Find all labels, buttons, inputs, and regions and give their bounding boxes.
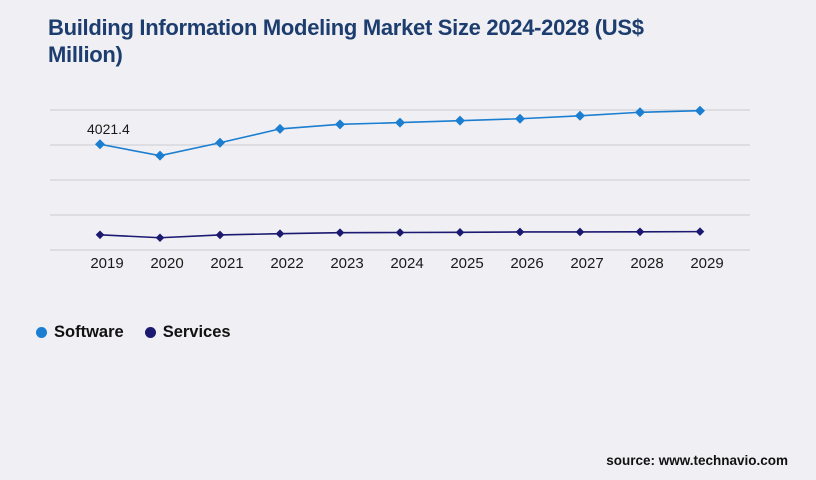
data-point-software-2025 bbox=[455, 115, 465, 126]
x-tick-2027: 2027 bbox=[570, 255, 603, 272]
legend: Software Services bbox=[36, 323, 231, 342]
data-point-software-2020 bbox=[155, 150, 165, 161]
data-point-services-2027 bbox=[575, 227, 585, 237]
data-point-software-2023 bbox=[335, 119, 345, 130]
data-point-software-2019 bbox=[95, 139, 105, 150]
line-chart: 2019 2020 2021 2022 2023 2024 2025 2026 2027 2028… bbox=[50, 105, 750, 272]
legend-label-services: Services bbox=[162, 323, 231, 341]
source-attribution: source: www.technavio.com bbox=[606, 453, 788, 468]
data-point-software-2028 bbox=[635, 107, 645, 118]
x-tick-2022: 2022 bbox=[270, 255, 303, 272]
data-point-services-2025 bbox=[455, 228, 465, 237]
x-tick-2028: 2028 bbox=[630, 255, 663, 272]
x-tick-2029: 2029 bbox=[690, 255, 723, 272]
data-point-services-2023 bbox=[335, 228, 345, 237]
legend-item-services[interactable]: Services bbox=[144, 323, 231, 342]
data-point-software-2027 bbox=[575, 110, 585, 121]
x-tick-2026: 2026 bbox=[510, 255, 543, 272]
x-tick-2023: 2023 bbox=[330, 255, 363, 272]
legend-item-software[interactable]: Software bbox=[36, 323, 124, 342]
series-line-software bbox=[99, 109, 701, 157]
x-tick-2019: 2019 bbox=[90, 255, 123, 272]
x-tick-2020: 2020 bbox=[150, 255, 183, 272]
data-point-services-2026 bbox=[515, 227, 525, 237]
data-point-software-2024 bbox=[395, 117, 405, 128]
legend-marker-services bbox=[144, 327, 156, 338]
data-point-services-2029 bbox=[695, 227, 705, 236]
data-point-services-2021 bbox=[215, 230, 225, 240]
data-point-software-2026 bbox=[515, 113, 525, 124]
page-title: Building Information Modeling Market Siz… bbox=[48, 15, 644, 67]
legend-label-software: Software bbox=[54, 323, 124, 341]
data-point-services-2019 bbox=[95, 230, 105, 240]
x-tick-2024: 2024 bbox=[390, 255, 423, 272]
data-point-software-2022 bbox=[275, 123, 285, 134]
data-point-services-2024 bbox=[395, 228, 405, 237]
legend-marker-software bbox=[36, 327, 47, 338]
data-point-software-2021 bbox=[215, 137, 225, 148]
x-tick-2021: 2021 bbox=[210, 255, 243, 272]
data-label-software-2019: 4021.4 bbox=[87, 121, 130, 137]
x-tick-2025: 2025 bbox=[450, 255, 483, 272]
data-point-services-2022 bbox=[275, 229, 285, 239]
data-point-software-2029 bbox=[695, 105, 705, 116]
data-point-services-2020 bbox=[155, 233, 165, 243]
data-point-services-2028 bbox=[635, 227, 645, 237]
